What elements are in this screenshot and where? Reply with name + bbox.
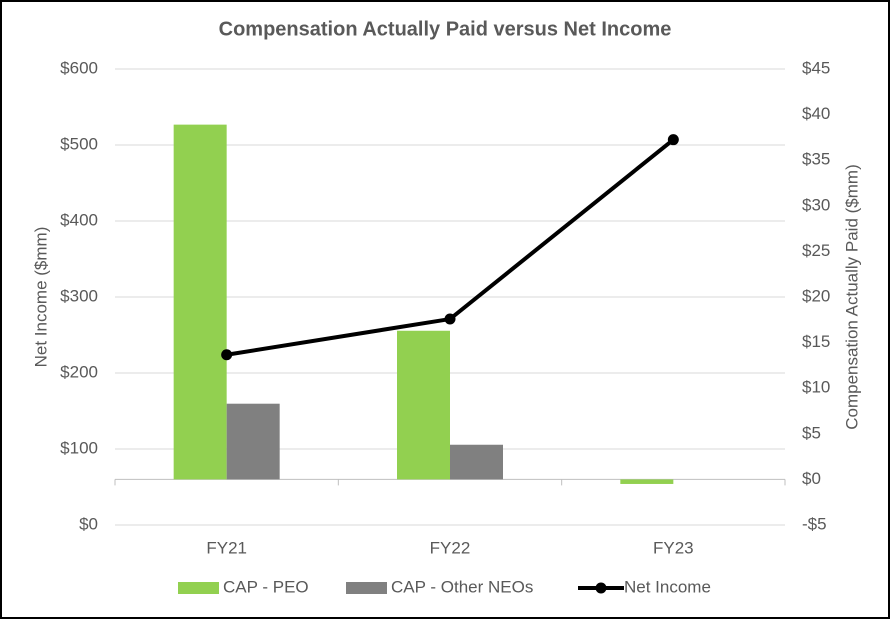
y2-tick-label: $45 [802, 58, 830, 77]
legend-label: Net Income [624, 577, 711, 596]
x-tick-label: FY21 [206, 538, 247, 557]
y2-tick-label: $10 [802, 378, 830, 397]
bar [173, 124, 227, 480]
legend-swatch [346, 582, 387, 594]
y-tick-label: $200 [60, 362, 98, 381]
y2-tick-label: $20 [802, 286, 830, 305]
y2-tick-label: $0 [802, 469, 821, 488]
y2-tick-label: $25 [802, 241, 830, 260]
bar [450, 444, 503, 480]
legend-swatch [178, 582, 219, 594]
line-point [444, 313, 456, 325]
bar [620, 479, 674, 484]
y-tick-label: $100 [60, 438, 98, 457]
bar [226, 403, 280, 480]
y-tick-label: $0 [79, 514, 98, 533]
y-tick-label: $300 [60, 286, 98, 305]
y2-axis-label: Compensation Actually Paid ($mm) [842, 164, 861, 430]
y2-tick-label: $5 [802, 423, 821, 442]
legend-swatch [595, 582, 607, 594]
x-tick-label: FY23 [653, 538, 694, 557]
line-point [667, 134, 679, 146]
y-axis-label: Net Income ($mm) [31, 227, 50, 368]
y-tick-label: $500 [60, 134, 98, 153]
y-tick-label: $600 [60, 58, 98, 77]
y2-tick-label: $35 [802, 150, 830, 169]
line-point [221, 349, 233, 361]
y2-tick-label: $30 [802, 195, 830, 214]
x-tick-label: FY22 [430, 538, 471, 557]
legend-label: CAP - PEO [223, 577, 309, 596]
y2-tick-label: -$5 [802, 514, 827, 533]
y2-tick-label: $40 [802, 104, 830, 123]
bar [397, 330, 450, 480]
y-tick-label: $400 [60, 210, 98, 229]
legend-label: CAP - Other NEOs [391, 577, 533, 596]
chart-title: Compensation Actually Paid versus Net In… [219, 18, 672, 40]
y2-tick-label: $15 [802, 332, 830, 351]
